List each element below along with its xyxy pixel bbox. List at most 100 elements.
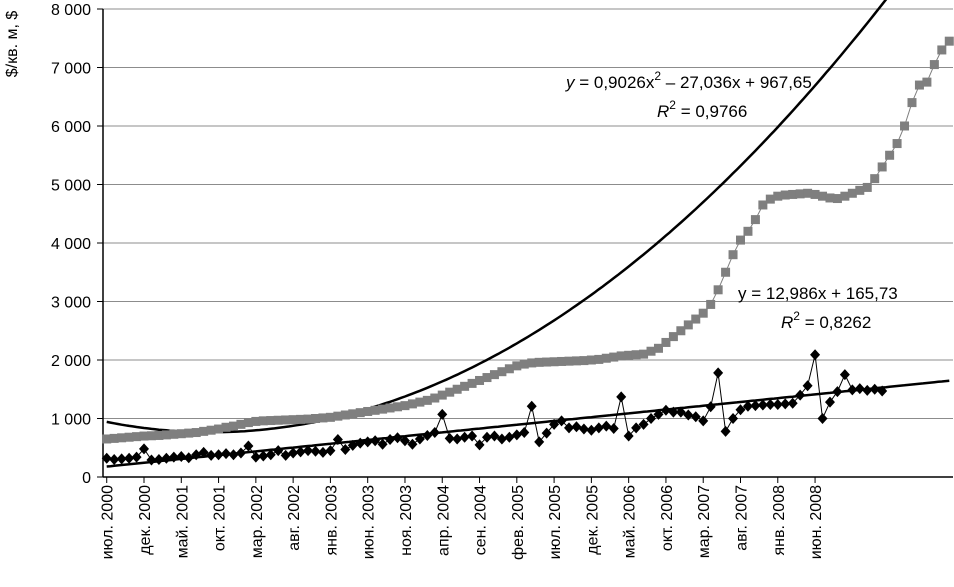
data-point bbox=[556, 415, 567, 427]
poly-equation-exponent: 2 bbox=[654, 69, 661, 83]
data-point bbox=[459, 431, 470, 443]
data-point bbox=[235, 447, 246, 459]
data-point bbox=[608, 422, 619, 434]
data-point bbox=[489, 370, 499, 380]
data-point bbox=[564, 422, 575, 434]
data-point bbox=[907, 98, 917, 108]
data-point bbox=[541, 427, 552, 439]
data-point bbox=[542, 357, 552, 367]
linear-r2-symbol: R bbox=[781, 313, 793, 332]
data-point bbox=[594, 354, 604, 364]
data-point bbox=[340, 444, 351, 456]
data-point bbox=[109, 453, 120, 465]
data-point bbox=[221, 422, 231, 432]
data-point bbox=[601, 353, 611, 363]
poly-equation-main: = 0,9026x bbox=[575, 73, 655, 92]
poly-r2-value: = 0,9766 bbox=[676, 102, 747, 121]
data-point bbox=[773, 191, 783, 201]
data-point bbox=[132, 432, 142, 442]
data-point bbox=[183, 452, 194, 464]
x-tick-label: фев. 2005 bbox=[510, 485, 527, 560]
data-point bbox=[265, 449, 276, 461]
data-point bbox=[422, 395, 432, 405]
data-point bbox=[475, 375, 485, 385]
x-tick-label: апр. 2004 bbox=[435, 485, 452, 556]
data-point bbox=[728, 250, 738, 260]
x-tick-label: июл. 2005 bbox=[547, 485, 564, 560]
data-point bbox=[862, 384, 873, 396]
y-tick-label: 2 000 bbox=[51, 353, 91, 370]
data-point bbox=[191, 428, 201, 438]
data-point bbox=[825, 193, 835, 203]
data-point bbox=[496, 433, 507, 445]
linear-trendline bbox=[106, 379, 950, 468]
data-point bbox=[795, 189, 805, 199]
data-point bbox=[869, 383, 880, 395]
data-point bbox=[437, 408, 448, 420]
data-point bbox=[161, 452, 172, 464]
data-point bbox=[414, 433, 425, 445]
data-point bbox=[579, 356, 589, 366]
data-point bbox=[728, 413, 739, 424]
x-tick-label: май. 2006 bbox=[622, 485, 639, 558]
x-tick-label: июн. 2008 bbox=[808, 485, 825, 559]
data-point bbox=[690, 411, 701, 423]
data-point bbox=[705, 401, 716, 413]
data-point bbox=[460, 381, 470, 391]
data-point bbox=[742, 400, 753, 412]
data-point bbox=[534, 357, 544, 367]
data-point bbox=[750, 400, 761, 412]
data-point bbox=[206, 425, 216, 435]
data-point bbox=[228, 421, 238, 431]
data-point bbox=[131, 451, 142, 463]
poly-trendline bbox=[106, 0, 888, 434]
data-point bbox=[549, 418, 560, 430]
data-point bbox=[430, 393, 440, 403]
data-point bbox=[497, 367, 507, 377]
data-point bbox=[691, 314, 701, 324]
data-point bbox=[437, 390, 447, 400]
data-point bbox=[168, 451, 179, 463]
data-point bbox=[325, 445, 336, 457]
data-point bbox=[332, 434, 343, 446]
data-point bbox=[571, 421, 582, 433]
data-point bbox=[631, 422, 642, 434]
y-tick-label: 0 bbox=[82, 470, 91, 487]
data-point bbox=[340, 410, 350, 420]
data-point bbox=[266, 416, 276, 426]
data-point bbox=[653, 343, 663, 353]
data-point bbox=[855, 185, 865, 195]
data-point bbox=[721, 267, 731, 277]
data-point bbox=[429, 427, 440, 439]
data-point bbox=[198, 446, 209, 458]
linear-r2: R2 = 0,8262 bbox=[781, 309, 871, 332]
data-point bbox=[698, 415, 709, 427]
data-point bbox=[399, 435, 410, 447]
data-point bbox=[557, 356, 567, 366]
data-point bbox=[609, 352, 619, 362]
data-point bbox=[169, 429, 179, 439]
poly-equation: y = 0,9026x2 – 27,036x + 967,65 bbox=[565, 69, 812, 92]
data-point bbox=[474, 439, 485, 451]
data-point bbox=[184, 428, 194, 438]
data-point bbox=[937, 45, 947, 55]
data-point bbox=[601, 420, 612, 432]
data-point bbox=[444, 432, 455, 444]
data-point bbox=[661, 337, 671, 347]
data-point bbox=[795, 389, 806, 401]
data-point bbox=[124, 452, 135, 464]
data-point bbox=[803, 188, 813, 198]
data-point bbox=[191, 449, 202, 461]
data-point bbox=[519, 427, 530, 439]
data-point bbox=[385, 403, 395, 413]
trendlines bbox=[106, 0, 950, 468]
data-point bbox=[750, 215, 760, 225]
data-point bbox=[720, 425, 731, 437]
data-point bbox=[736, 235, 745, 245]
data-point bbox=[683, 320, 693, 330]
data-point bbox=[422, 429, 433, 441]
x-tick-label: мар. 2002 bbox=[249, 485, 266, 558]
data-point bbox=[564, 356, 574, 366]
data-point bbox=[862, 182, 872, 192]
data-point bbox=[153, 453, 164, 465]
